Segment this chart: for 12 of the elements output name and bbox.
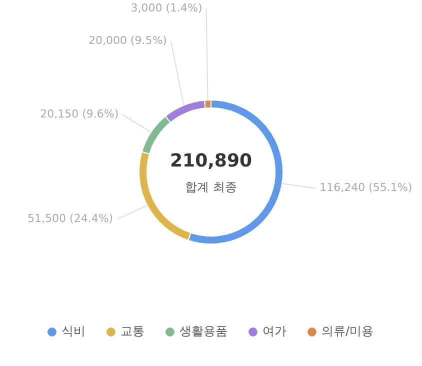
legend-label: 생활용품 [179,324,228,338]
text: 210,890 [170,150,252,172]
legend-label: 의류/미용 [321,324,374,338]
data-label: 3,000 (1.4%) [130,1,202,14]
data-label: 51,500 (24.4%) [28,212,114,226]
data-label: 20,000 (9.5%) [88,34,167,48]
legend-label: 식비 [61,324,86,338]
data-label: 20,150 (9.6%) [40,108,119,121]
text: 합계 최종 [185,180,237,194]
legend-label: 교통 [120,324,144,338]
legend-label: 여가 [262,324,286,338]
data-label: 116,240 (55.1%) [320,181,412,194]
